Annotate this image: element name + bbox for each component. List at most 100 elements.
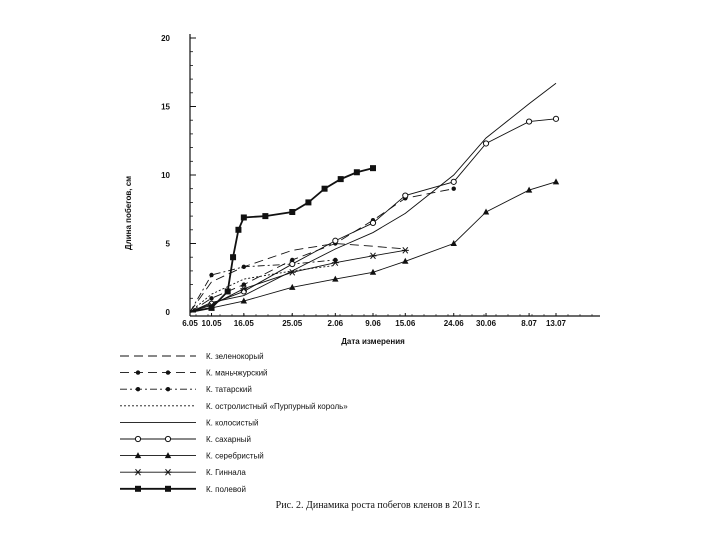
legend-item: К. остролистный «Пурпурный король»	[120, 402, 348, 411]
x-tick-label: 2.06	[328, 319, 344, 328]
plot-area	[189, 34, 600, 317]
legend-marker	[165, 370, 171, 375]
series-6	[189, 115, 560, 313]
data-point	[240, 214, 247, 221]
y-tick-label: 20	[161, 34, 170, 43]
x-tick-labels: 6.05 10.05 16.05 25.05 2.06 9.06 15.06 24.06 30.…	[182, 319, 566, 328]
x-tick-label: 30.06	[476, 319, 497, 328]
data-point	[305, 199, 312, 206]
y-tick-label: 10	[161, 171, 170, 180]
data-point	[240, 285, 248, 293]
legend-label: К. татарский	[206, 385, 252, 394]
data-point	[289, 208, 296, 215]
data-point	[402, 192, 409, 199]
asterisk-stroke	[135, 468, 141, 476]
x-tick-label: 8.07	[521, 319, 537, 328]
data-point	[369, 252, 377, 260]
legend-item: К. серебристый	[120, 452, 264, 461]
series-line	[189, 243, 406, 313]
y-axis-label: Длина побегов, см	[124, 176, 133, 250]
asterisk-stroke	[370, 252, 376, 260]
legend-label: К. зеленокорый	[206, 352, 264, 361]
y-tick-label: 5	[166, 240, 171, 249]
legend-marker	[134, 468, 142, 476]
x-tick-label: 15.06	[395, 319, 416, 328]
data-point	[224, 288, 231, 295]
legend-marker	[164, 452, 172, 459]
legend-label: К. маньчжурский	[206, 369, 268, 378]
data-point	[240, 297, 248, 304]
legend-marker	[165, 387, 171, 392]
data-point	[289, 283, 296, 290]
data-point	[552, 115, 560, 122]
data-point	[209, 272, 214, 278]
data-point	[337, 176, 344, 183]
y-tick-label: 0	[166, 308, 171, 317]
legend-marker	[135, 387, 141, 392]
x-tick-label: 9.06	[365, 319, 381, 328]
legend-marker	[164, 468, 172, 476]
data-point	[401, 247, 409, 254]
data-point	[208, 304, 215, 311]
series-8	[189, 247, 409, 313]
data-point	[525, 186, 533, 193]
x-tick-label: 16.05	[234, 319, 255, 328]
data-point	[241, 282, 247, 287]
series-9	[189, 165, 376, 313]
data-point	[402, 257, 409, 264]
data-point	[332, 237, 339, 244]
data-point	[288, 268, 296, 276]
legend-label: К. полевой	[206, 485, 246, 494]
legend-marker	[134, 435, 142, 443]
legend-item: К. сахарный	[120, 435, 251, 444]
data-point	[450, 240, 457, 246]
legend: К. зеленокорый К. маньчжурский К. татарски…	[120, 352, 348, 494]
data-point	[450, 178, 457, 185]
legend-item: К. колосистый	[120, 418, 259, 427]
data-point	[369, 268, 377, 275]
x-tick-label: 13.07	[546, 319, 567, 328]
legend-marker	[134, 452, 142, 459]
legend-item: К. маньчжурский	[120, 369, 268, 378]
data-point	[262, 213, 269, 220]
legend-item: К. татарский	[120, 385, 252, 394]
asterisk-stroke	[332, 259, 339, 267]
data-point	[370, 165, 376, 172]
series-line	[189, 249, 406, 313]
asterisk-stroke	[165, 468, 171, 476]
series-1	[189, 243, 406, 313]
series-line	[189, 188, 454, 313]
data-point	[241, 264, 247, 269]
legend-item: К. зеленокорый	[120, 352, 264, 361]
data-point	[353, 169, 360, 176]
figure-caption: Рис. 2. Динамика роста побегов кленов в …	[276, 500, 481, 511]
data-point	[331, 259, 339, 267]
legend-label: К. сахарный	[206, 435, 251, 444]
data-point	[482, 208, 490, 215]
asterisk-stroke	[289, 268, 296, 276]
legend-marker	[164, 435, 172, 443]
x-axis-label: Дата измерения	[341, 337, 405, 346]
series-lines	[189, 82, 560, 313]
legend-item: К. Гиннала	[120, 468, 246, 477]
legend-label: К. серебристый	[206, 452, 264, 461]
asterisk-stroke	[240, 285, 247, 293]
y-tick-label: 15	[161, 103, 170, 112]
x-tick-label: 24.06	[444, 319, 465, 328]
data-point	[552, 178, 560, 185]
data-point	[482, 140, 490, 147]
data-point	[289, 260, 296, 268]
data-point	[332, 275, 339, 282]
data-point	[235, 226, 242, 233]
x-tick-label: 25.05	[282, 319, 303, 328]
x-tick-label: 10.05	[202, 319, 223, 328]
legend-label: К. остролистный «Пурпурный король»	[206, 402, 348, 411]
data-point	[451, 186, 456, 191]
legend-label: К. Гиннала	[206, 468, 246, 477]
data-point	[525, 118, 533, 125]
data-point	[321, 185, 328, 192]
legend-marker	[135, 485, 141, 492]
series-5	[189, 82, 557, 313]
series-line	[189, 82, 557, 313]
